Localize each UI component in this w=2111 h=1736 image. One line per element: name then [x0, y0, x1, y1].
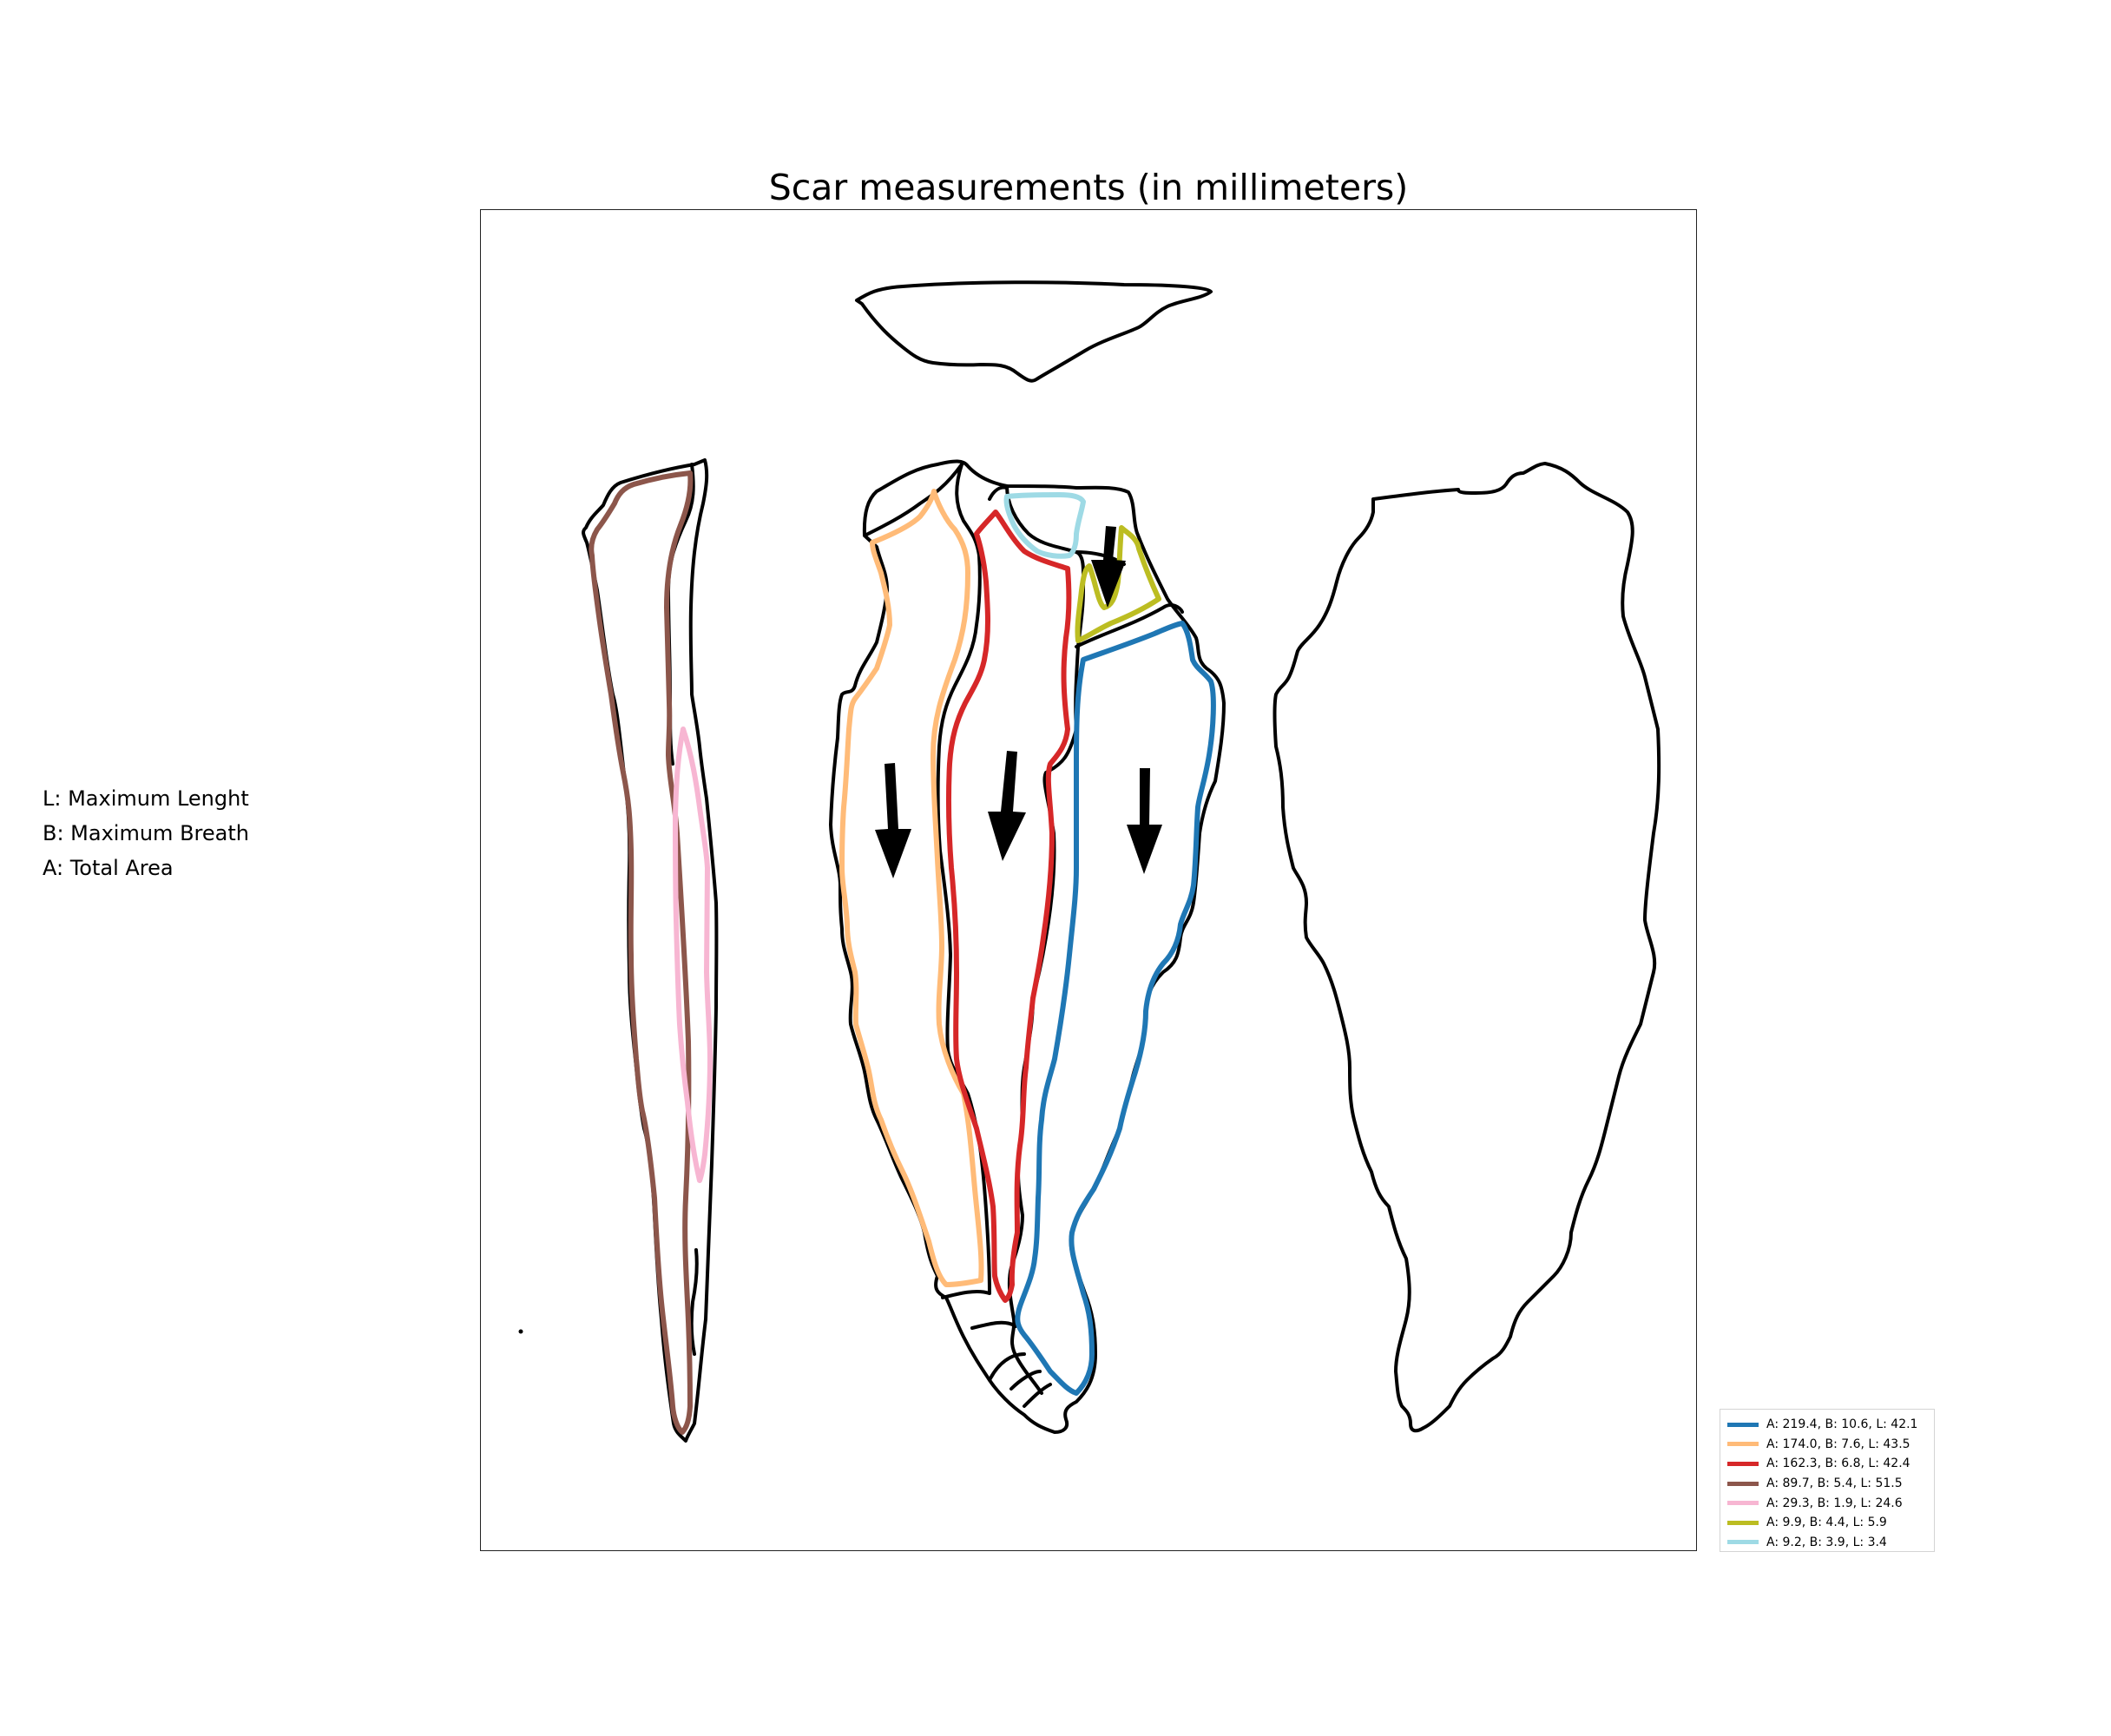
legend-entry: A: 9.2, B: 3.9, L: 3.4 — [1727, 1533, 1927, 1553]
legend-entry: A: 89.7, B: 5.4, L: 51.5 — [1727, 1474, 1927, 1494]
scar-blue-outline — [1015, 621, 1216, 1396]
legend-label: A: 174.0, B: 7.6, L: 43.5 — [1766, 1437, 1910, 1451]
note-length: L: Maximum Lenght — [43, 786, 249, 811]
legend-entry: A: 162.3, B: 6.8, L: 42.4 — [1727, 1454, 1927, 1474]
legend-swatch — [1727, 1422, 1759, 1427]
scar-brown-outline — [589, 470, 694, 1435]
platform-outline — [855, 280, 1213, 383]
flake-direction-arrow-blue — [1127, 768, 1162, 874]
flake-direction-arrow-red — [988, 751, 1026, 861]
legend-label: A: 219.4, B: 10.6, L: 42.1 — [1766, 1417, 1918, 1432]
legend: A: 219.4, B: 10.6, L: 42.1 A: 174.0, B: … — [1720, 1409, 1935, 1552]
lateral-ridge-lower — [689, 1248, 699, 1356]
legend-swatch — [1727, 1540, 1759, 1545]
legend-swatch — [1727, 1481, 1759, 1486]
scar-lightblue-outline — [1003, 492, 1086, 559]
distal-facets — [941, 1289, 1052, 1408]
measurement-key: L: Maximum Lenght B: Maximum Breath A: T… — [43, 781, 249, 885]
legend-swatch — [1727, 1501, 1759, 1506]
legend-entry: A: 9.9, B: 4.4, L: 5.9 — [1727, 1513, 1927, 1533]
stray-dot — [518, 1329, 523, 1334]
scar-red-outline — [945, 510, 1072, 1303]
note-area: A: Total Area — [43, 856, 174, 880]
ventral-view-outline — [1273, 462, 1661, 1433]
dorsal-ridge-6 — [988, 485, 1009, 501]
scar-olive-outline — [1075, 525, 1161, 643]
dorsal-ridge-1 — [863, 463, 963, 537]
flake-direction-arrow-orange — [875, 763, 911, 878]
legend-label: A: 162.3, B: 6.8, L: 42.4 — [1766, 1457, 1910, 1471]
legend-swatch — [1727, 1520, 1759, 1525]
dorsal-view-outline — [829, 459, 1226, 1434]
legend-swatch — [1727, 1442, 1759, 1447]
note-breadth: B: Maximum Breath — [43, 821, 249, 845]
legend-label: A: 9.9, B: 4.4, L: 5.9 — [1766, 1516, 1887, 1530]
lateral-view-outline — [582, 458, 719, 1443]
legend-label: A: 9.2, B: 3.9, L: 3.4 — [1766, 1535, 1887, 1549]
scar-orange-outline — [839, 489, 984, 1287]
plot-frame — [480, 209, 1697, 1551]
legend-entry: A: 174.0, B: 7.6, L: 43.5 — [1727, 1435, 1927, 1455]
legend-label: A: 29.3, B: 1.9, L: 24.6 — [1766, 1496, 1903, 1510]
legend-entry: A: 29.3, B: 1.9, L: 24.6 — [1727, 1493, 1927, 1513]
flake-direction-arrow-olive — [1091, 526, 1126, 608]
legend-entry: A: 219.4, B: 10.6, L: 42.1 — [1727, 1415, 1927, 1435]
scar-pink-outline — [673, 727, 713, 1183]
legend-label: A: 89.7, B: 5.4, L: 51.5 — [1766, 1476, 1903, 1491]
figure-title: Scar measurements (in millimeters) — [768, 167, 1409, 208]
dorsal-ridge-5 — [1075, 603, 1184, 648]
legend-swatch — [1727, 1461, 1759, 1466]
dorsal-ridge-2 — [936, 463, 991, 1295]
